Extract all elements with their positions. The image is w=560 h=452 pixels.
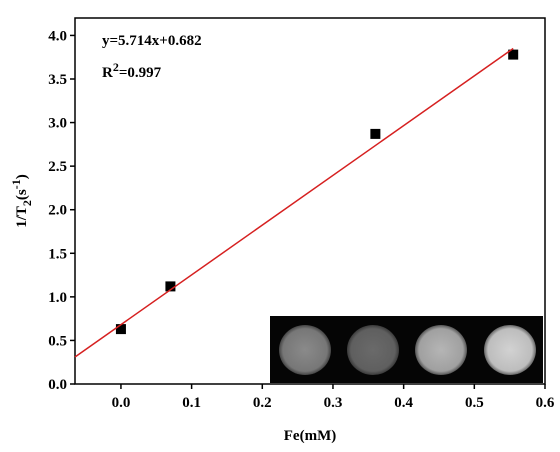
- x-tick-label: 0.2: [253, 395, 272, 411]
- y-tick-label: 3.5: [48, 72, 67, 88]
- x-tick-label: 0.4: [394, 395, 413, 411]
- fit-line: [74, 47, 514, 358]
- y-tick-label: 0.5: [48, 333, 67, 349]
- y-label-close: ): [14, 174, 30, 179]
- data-point: [115, 324, 126, 335]
- inset-image: [270, 316, 543, 383]
- y-tick-label: 4.0: [48, 28, 67, 44]
- y-tick-label: 1.5: [48, 246, 67, 262]
- y-tick-label: 2.0: [48, 203, 67, 219]
- data-point: [370, 128, 381, 139]
- y-label-sub: 2: [20, 200, 34, 206]
- x-tick-label: 0.5: [465, 395, 484, 411]
- x-tick-label: 0.1: [182, 395, 201, 411]
- y-axis-label: 1/T2(s-1): [9, 174, 34, 228]
- y-label-main: 1/T: [14, 206, 30, 228]
- r-squared: R2=0.997: [102, 60, 162, 81]
- y-tick-label: 1.0: [48, 290, 67, 306]
- x-axis-label: Fe(mM): [284, 428, 336, 444]
- y-tick-label: 3.0: [48, 116, 67, 132]
- r-sup: 2: [113, 60, 119, 74]
- plot-frame: [74, 17, 546, 385]
- data-point: [508, 49, 519, 60]
- y-tick-label: 0.0: [48, 377, 67, 393]
- x-tick-label: 0.0: [112, 395, 131, 411]
- y-tick-label: 2.5: [48, 159, 67, 175]
- x-tick-label: 0.3: [324, 395, 343, 411]
- y-label-sup: -1: [9, 179, 23, 189]
- data-point: [165, 281, 176, 292]
- r-value: =0.997: [119, 65, 162, 81]
- equation: y=5.714x+0.682: [102, 33, 202, 49]
- r: R: [102, 65, 113, 81]
- x-tick-label: 0.6: [536, 395, 555, 411]
- y-label-unit: (s: [14, 189, 30, 200]
